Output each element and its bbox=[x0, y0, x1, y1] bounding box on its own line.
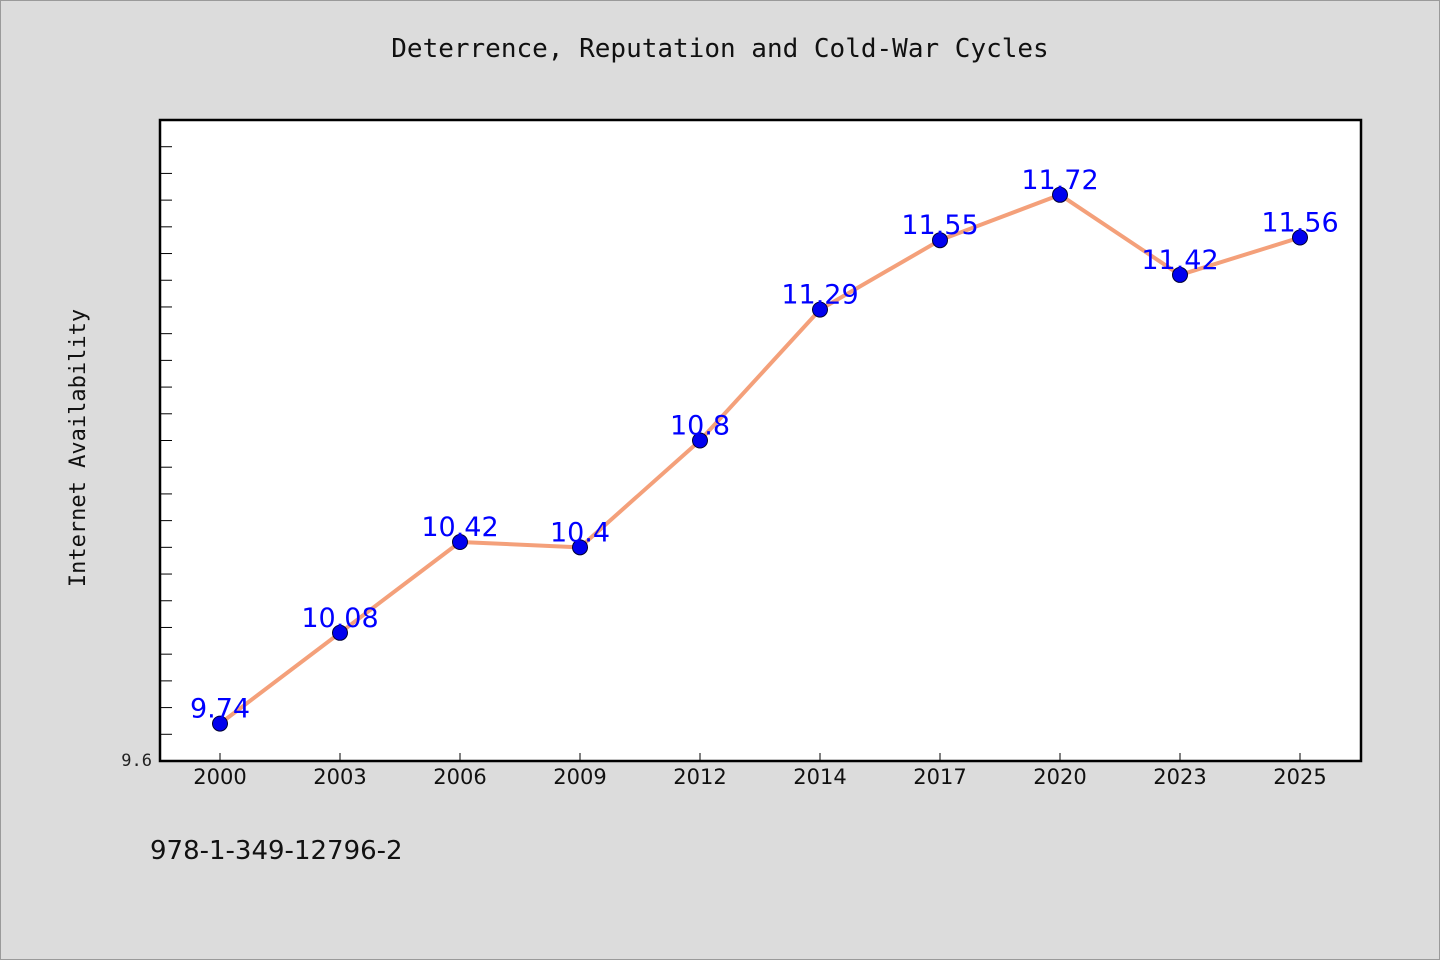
x-axis-tick-labels: 2000 2003 2006 2009 2012 2014 2017 2020 2023 2025 bbox=[193, 753, 1327, 789]
data-point bbox=[572, 539, 588, 556]
data-point bbox=[1172, 266, 1188, 283]
x-tick-label: 2006 bbox=[433, 765, 486, 789]
data-label: 11.29 bbox=[781, 280, 858, 311]
plot-area bbox=[158, 118, 1363, 763]
x-tick-label: 2014 bbox=[793, 765, 846, 789]
x-tick-label: 2003 bbox=[313, 765, 366, 789]
data-label: 10.42 bbox=[421, 512, 498, 543]
y-axis-ticks: 9.6 bbox=[121, 146, 172, 771]
data-label: 11.56 bbox=[1261, 208, 1338, 239]
data-label: 10.8 bbox=[670, 411, 730, 442]
x-tick-label: 2000 bbox=[193, 765, 246, 789]
x-tick-label: 2020 bbox=[1033, 765, 1086, 789]
data-point bbox=[452, 533, 468, 550]
data-labels: 9.74 10.08 10.42 10.4 10.8 11.29 11.55 11.72 11.… bbox=[190, 165, 1339, 725]
data-label: 10.08 bbox=[301, 603, 378, 634]
x-tick-label: 2017 bbox=[913, 765, 966, 789]
footer-id: 978-1-349-12796-2 bbox=[150, 836, 403, 866]
data-label: 11.55 bbox=[901, 210, 978, 241]
series-markers bbox=[212, 186, 1308, 732]
data-point bbox=[212, 715, 228, 732]
y-tick-label: 9.6 bbox=[121, 751, 152, 771]
data-point bbox=[692, 432, 708, 449]
data-label: 11.72 bbox=[1021, 165, 1098, 196]
data-point bbox=[1292, 229, 1308, 246]
data-label: 9.74 bbox=[190, 694, 250, 725]
chart-title: Deterrence, Reputation and Cold-War Cycl… bbox=[391, 34, 1049, 64]
series-line bbox=[218, 192, 1301, 726]
data-point bbox=[332, 624, 348, 641]
y-axis-label: Internet Availability bbox=[66, 309, 91, 587]
x-tick-label: 2012 bbox=[673, 765, 726, 789]
data-label: 10.4 bbox=[550, 517, 610, 548]
data-label: 11.42 bbox=[1141, 245, 1218, 276]
data-point bbox=[932, 232, 948, 249]
x-tick-label: 2025 bbox=[1273, 765, 1326, 789]
data-point bbox=[1052, 186, 1068, 203]
data-point bbox=[812, 301, 828, 318]
x-tick-label: 2009 bbox=[553, 765, 606, 789]
x-tick-label: 2023 bbox=[1153, 765, 1206, 789]
